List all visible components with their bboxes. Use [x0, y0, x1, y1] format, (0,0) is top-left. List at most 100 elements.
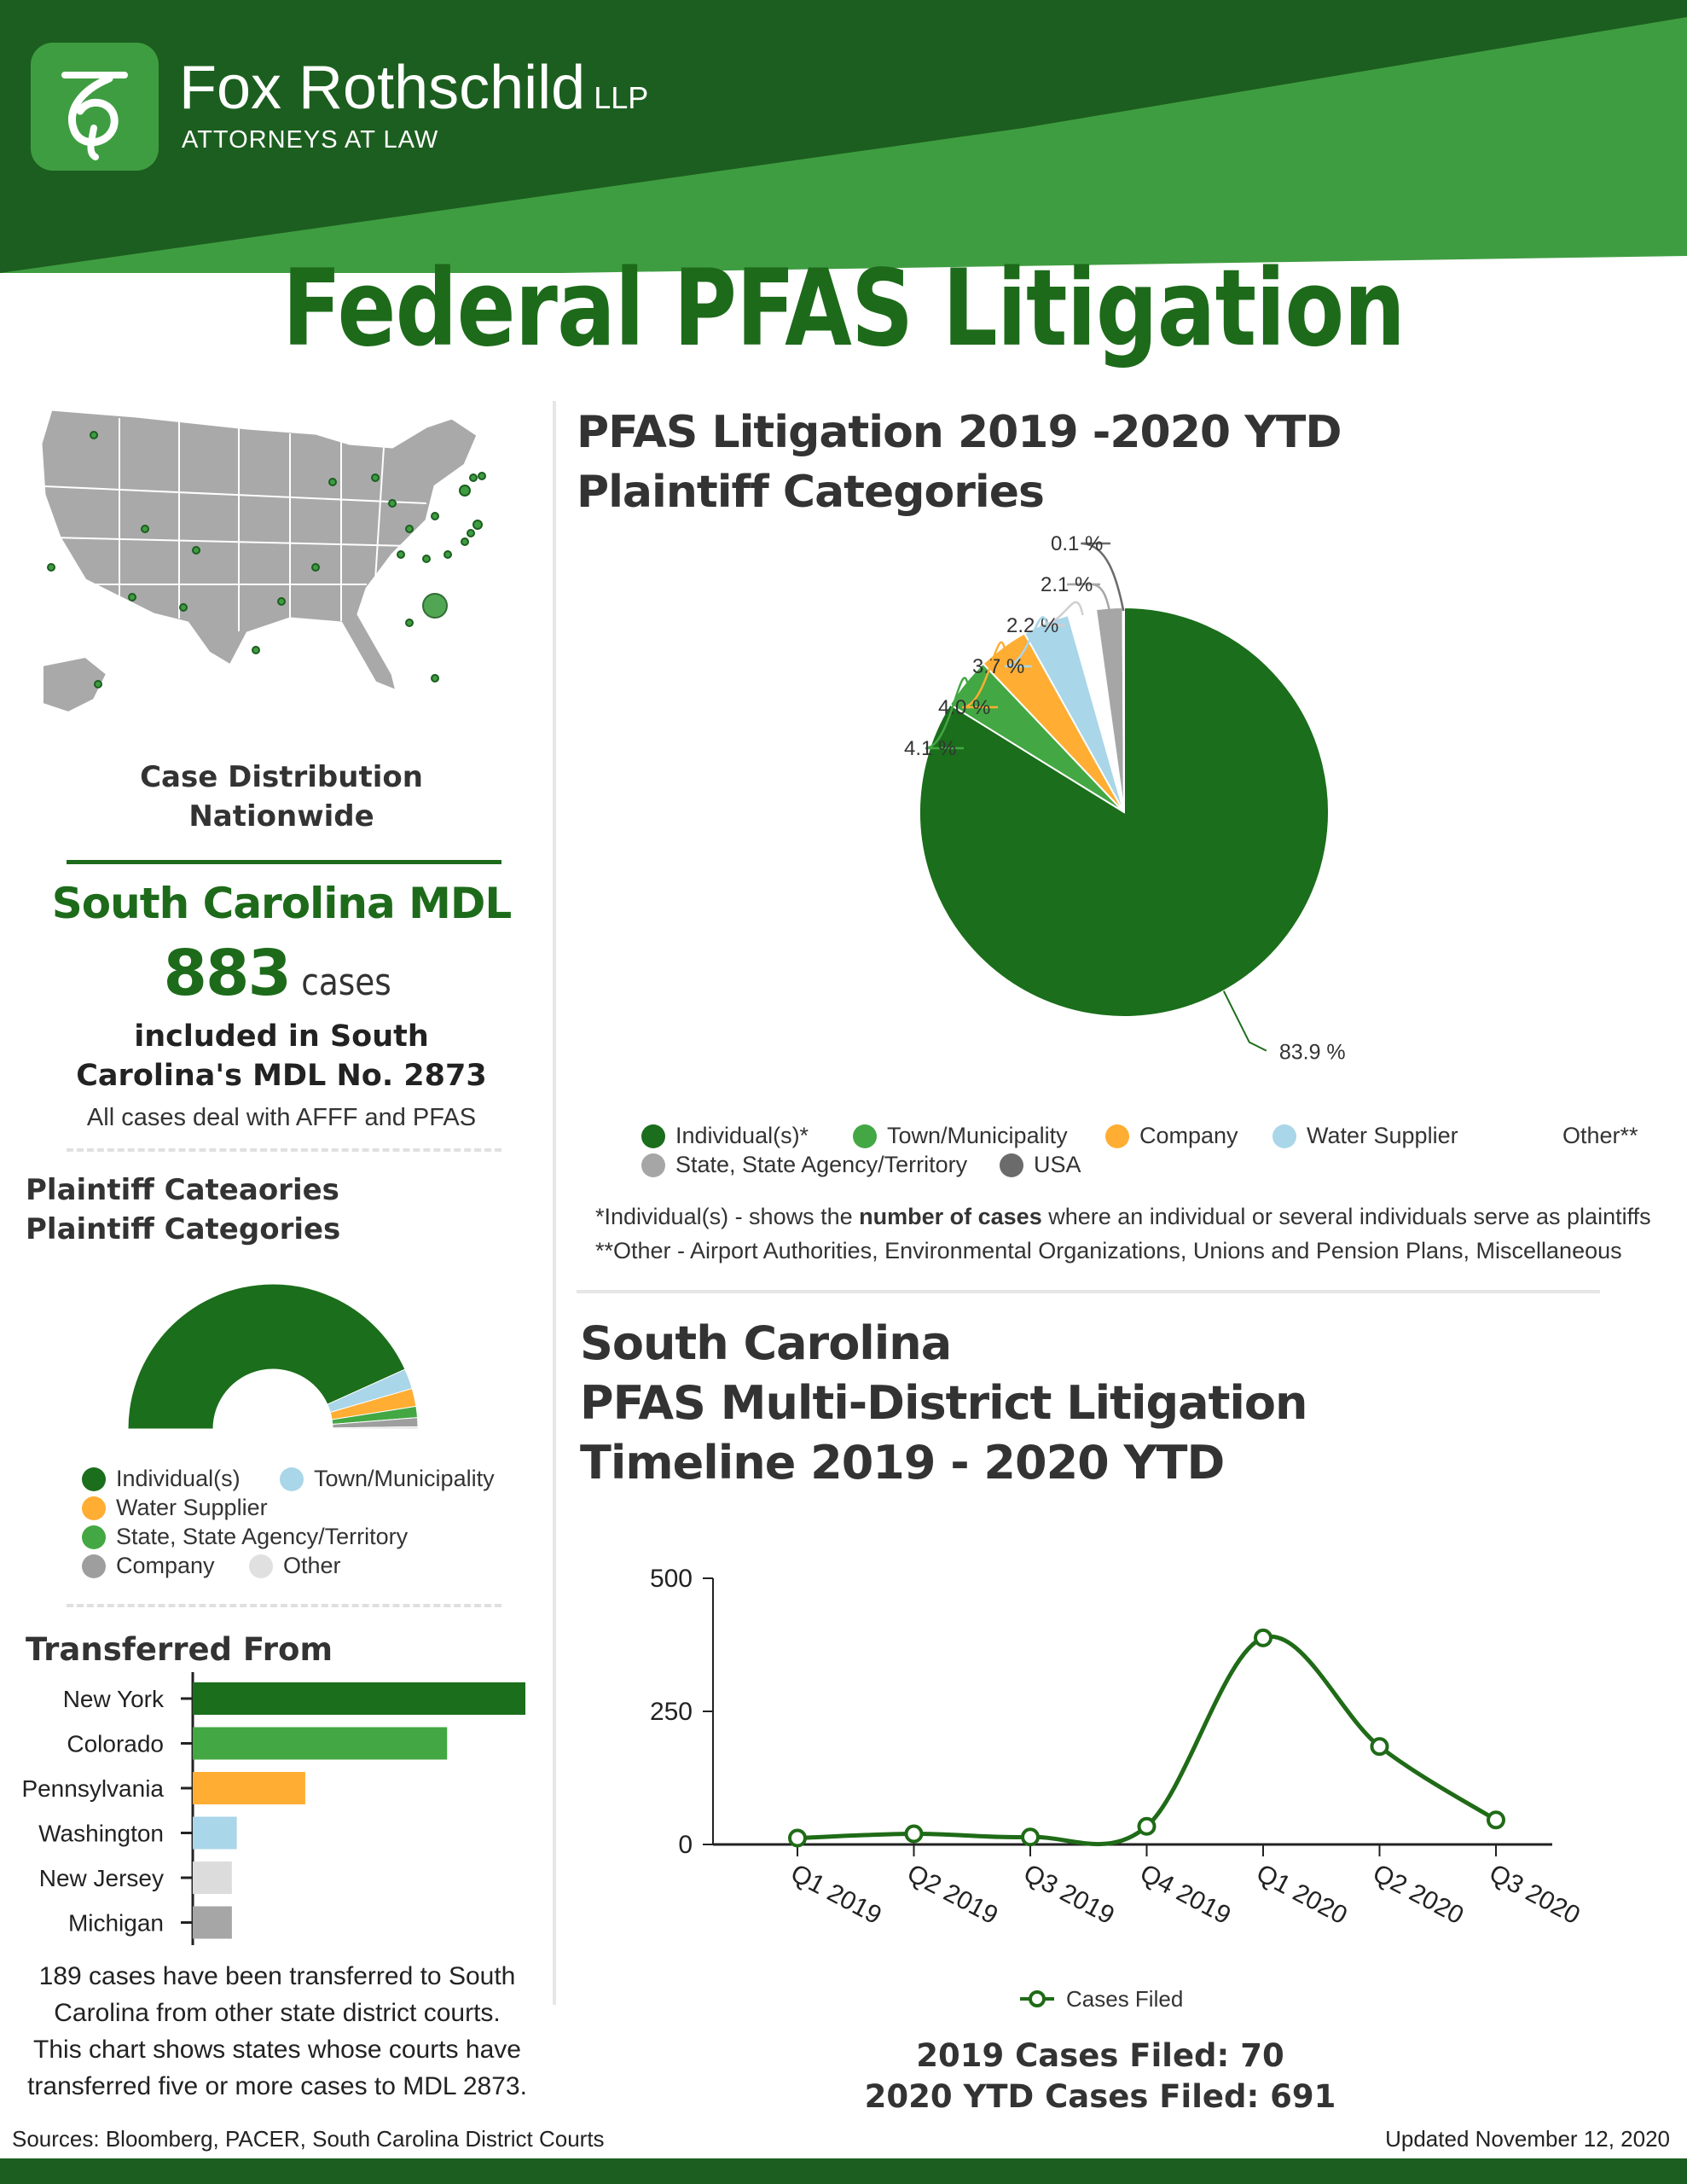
point-q1-2019[interactable] — [788, 1828, 807, 1848]
point-q2-2019[interactable] — [904, 1824, 924, 1844]
donut-legend-item-company[interactable]: Company — [82, 1553, 215, 1579]
x-tick-label-q2-2020: Q2 2020 — [1368, 1859, 1468, 1930]
column-divider — [553, 401, 556, 2005]
legend-swatch-other — [1528, 1124, 1552, 1148]
legend-swatch-individual-s — [641, 1124, 665, 1148]
legend-label-state-state-agency-territory: State, State Agency/Territory — [116, 1524, 409, 1549]
donut-legend-item-water-supplier[interactable]: Water Supplier — [82, 1495, 268, 1521]
transferred-note-line2: Carolina from other state district court… — [54, 1999, 501, 2027]
pie-leader-individual-s — [1222, 990, 1267, 1052]
pie-label-individual-s: 83.9 % — [1279, 1041, 1346, 1065]
donut-slice-individual-s[interactable] — [128, 1283, 406, 1430]
summary-2020: 2020 YTD Cases Filed: 691 — [864, 2078, 1336, 2115]
mdl-desc-line1: included in South — [134, 1019, 429, 1054]
mdl-note: All cases deal with AFFF and PFAS — [86, 1104, 477, 1131]
x-tick-label-q1-2019: Q1 2019 — [786, 1859, 886, 1930]
pie-legend-item-state-state-agency-territory[interactable]: State, State Agency/Territory — [641, 1152, 967, 1178]
point-q3-2020[interactable] — [1487, 1810, 1505, 1830]
x-tick-label-q4-2019: Q4 2019 — [1135, 1859, 1235, 1930]
bar-michigan[interactable] — [193, 1906, 232, 1939]
timeline-title-line3: Timeline 2019 - 2020 YTD — [580, 1436, 1225, 1490]
legend-swatch-usa — [1000, 1153, 1023, 1177]
header-edge — [0, 256, 1687, 282]
donut-heading-line1: Plaintiff Cateaories — [26, 1173, 339, 1207]
bar-label-new-york: New York — [63, 1686, 165, 1712]
point-q3-2019[interactable] — [1021, 1827, 1040, 1847]
firm-name: Fox Rothschild LLP — [179, 53, 648, 123]
timeline-summary: 2019 Cases Filed: 70 2020 YTD Cases File… — [768, 2036, 1433, 2117]
legend-label-individual-s: Individual(s)* — [675, 1123, 809, 1148]
transferred-note-line3: This chart shows states whose courts hav… — [33, 2036, 521, 2064]
pie-leader-usa — [1081, 542, 1125, 612]
donut-heading-line2: Plaintiff Categories — [26, 1212, 341, 1246]
donut-legend-item-town-municipality[interactable]: Town/Municipality — [280, 1466, 495, 1492]
legend-label-individual-s: Individual(s) — [116, 1466, 241, 1491]
bar-label-washington: Washington — [38, 1821, 164, 1847]
logo-badge[interactable] — [31, 43, 159, 171]
point-q4-2019[interactable] — [1137, 1816, 1157, 1836]
timeline-title-line1: South Carolina — [580, 1316, 952, 1370]
donut-legend-item-state-state-agency-territory[interactable]: State, State Agency/Territory — [82, 1524, 408, 1550]
y-tick-label-500: 500 — [650, 1565, 693, 1593]
firm-suffix: LLP — [594, 80, 649, 115]
pie-legend-item-water-supplier[interactable]: Water Supplier — [1272, 1123, 1458, 1149]
legend-swatch-state-state-agency-territory — [82, 1525, 106, 1549]
bar-label-colorado: Colorado — [67, 1731, 164, 1757]
bar-colorado[interactable] — [193, 1727, 448, 1760]
donut-slice-other[interactable] — [332, 1426, 419, 1430]
legend-swatch-state-state-agency-territory — [641, 1153, 665, 1177]
pie-legend-item-other[interactable]: Other** — [1528, 1123, 1638, 1149]
pie-footnotes: *Individual(s) - shows the number of cas… — [595, 1199, 1651, 1268]
pie-footnote-1: *Individual(s) - shows the number of cas… — [595, 1199, 1651, 1234]
us-case-map — [39, 410, 486, 714]
pie-label-usa: 0.1 % — [1051, 532, 1103, 555]
pie-legend-item-individual-s[interactable]: Individual(s)* — [641, 1123, 809, 1149]
bar-new-york[interactable] — [193, 1682, 525, 1715]
state-borders — [43, 418, 427, 631]
legend-label-water-supplier: Water Supplier — [116, 1495, 268, 1520]
map-caption-line1: Case Distribution — [140, 760, 423, 794]
plaintiff-pie-chart: 83.9 %0.1 %2.1 %2.2 %3.7 %4.0 %4.1 % — [904, 532, 1346, 1065]
legend-swatch-water-supplier — [1272, 1124, 1296, 1148]
point-q2-2020[interactable] — [1370, 1737, 1389, 1757]
donut-heading: Plaintiff Cateaories Plaintiff Categorie… — [26, 1170, 340, 1249]
footer-band — [0, 2158, 1687, 2184]
alaska-shape — [42, 655, 108, 714]
firm-tagline: ATTORNEYS AT LAW — [182, 126, 439, 154]
transferred-heading: Transferred From — [26, 1631, 333, 1668]
x-tick-label-q3-2020: Q3 2020 — [1485, 1859, 1585, 1930]
mdl-heading: South Carolina MDL — [51, 879, 512, 928]
separator-1 — [67, 1148, 501, 1152]
point-q1-2020[interactable] — [1254, 1628, 1272, 1647]
bar-new-jersey[interactable] — [193, 1862, 232, 1894]
donut-legend-item-individual-s[interactable]: Individual(s) — [82, 1466, 241, 1492]
separator-3 — [577, 1290, 1600, 1293]
map-caption-line2: Nationwide — [188, 799, 374, 834]
bar-washington[interactable] — [193, 1816, 237, 1850]
mdl-count-row: 883 cases — [17, 937, 546, 1010]
pie-legend-item-company[interactable]: Company — [1105, 1123, 1238, 1149]
legend-label-town-municipality: Town/Municipality — [314, 1466, 495, 1491]
line-legend-label: Cases Filed — [1066, 1986, 1183, 2012]
pie-legend-item-town-municipality[interactable]: Town/Municipality — [853, 1123, 1068, 1149]
pie-leader-water-supplier — [1004, 616, 1048, 668]
legend-label-company: Company — [116, 1553, 215, 1578]
legend-swatch-town-municipality — [280, 1467, 304, 1491]
pie-label-water-supplier: 3.7 % — [972, 655, 1024, 678]
bar-label-michigan: Michigan — [68, 1910, 164, 1937]
firm-name-text: Fox Rothschild — [179, 54, 586, 122]
x-tick-label-q2-2019: Q2 2019 — [902, 1859, 1002, 1930]
mdl-description: included in South Carolina's MDL No. 287… — [17, 1017, 546, 1095]
pie-label-town-municipality: 4.1 % — [904, 737, 956, 760]
legend-label-company: Company — [1139, 1123, 1238, 1148]
transferred-bar-chart: New York Colorado Pennsylvania Washington Ne… — [21, 1672, 525, 1945]
x-tick-label-q3-2019: Q3 2019 — [1019, 1859, 1119, 1930]
pie-legend-item-usa[interactable]: USA — [1000, 1152, 1081, 1178]
transferred-note-line4: transferred five or more cases to MDL 28… — [27, 2072, 527, 2100]
footnote1-bold: number of cases — [859, 1204, 1042, 1229]
bar-pennsylvania[interactable] — [193, 1772, 305, 1804]
footer-updated: Updated November 12, 2020 — [1385, 2126, 1670, 2152]
donut-legend-item-other[interactable]: Other — [249, 1553, 341, 1579]
half-donut-chart — [128, 1283, 419, 1430]
map-caption: Case Distribution Nationwide — [51, 758, 512, 836]
